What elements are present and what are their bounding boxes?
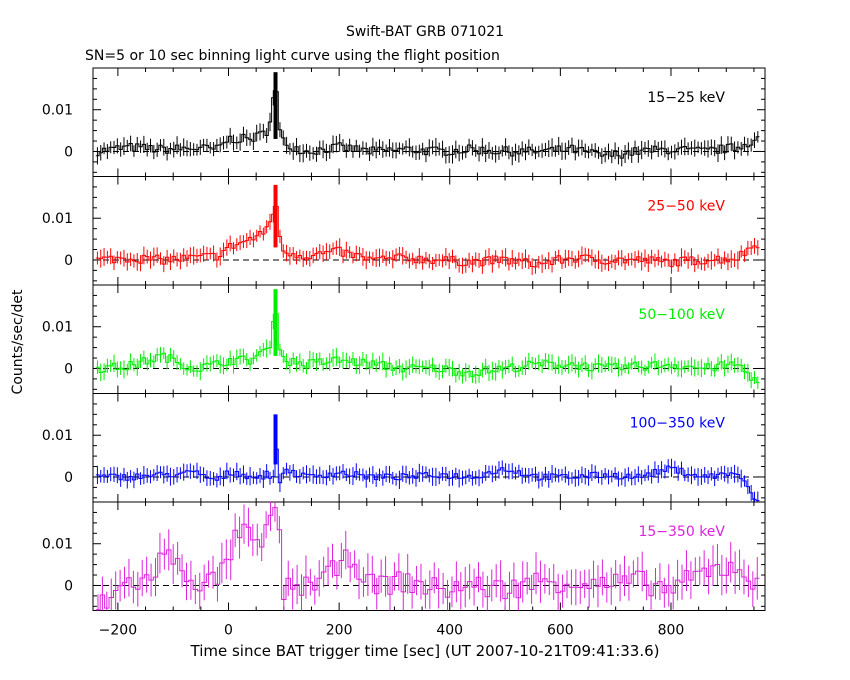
y-tick-label: 0.01 [42,320,73,336]
y-tick-label: 0 [64,253,73,269]
y-tick-label: 0 [64,144,73,160]
x-tick-label: 600 [547,623,574,639]
panel-2: 0 0.01 25−50 keV [42,176,766,286]
y-tick-label: 0.01 [42,428,73,444]
panel-frame [92,501,766,611]
x-tick-label: 0 [224,623,233,639]
x-axis-label: Time since BAT trigger time [sec] (UT 20… [190,642,660,660]
burst-peak [273,72,278,139]
band-label: 100−350 keV [630,416,726,432]
band-label: 50−100 keV [638,307,725,323]
band-label: 25−50 keV [647,199,725,215]
x-tick-label: 400 [436,623,463,639]
panel-frame [92,176,766,286]
panel-3: 0 0.01 50−100 keV [42,284,766,394]
band-label: 15−25 keV [647,90,725,106]
panel-frame [92,393,766,503]
y-tick-label: 0 [64,578,73,594]
panel-1: 0 0.01 15−25 keV [42,67,766,177]
burst-peak [273,184,278,248]
x-tick-label: 200 [326,623,353,639]
band-label: 15−350 keV [638,524,725,540]
x-tick-label: 800 [658,623,685,639]
panel-4: 0 0.01 100−350 keV [42,393,766,503]
panel-frame [92,67,766,177]
x-tick-label: −200 [99,623,137,639]
light-curve-series [95,205,760,268]
light-curve-series [95,91,760,159]
burst-peak [273,414,278,465]
light-curve-series [95,313,760,384]
light-curve-series [95,507,760,611]
y-tick-label: 0 [64,361,73,377]
y-tick-label: 0.01 [42,537,73,553]
panel-frame [92,284,766,394]
chart-subtitle: SN=5 or 10 sec binning light curve using… [85,48,500,64]
light-curve-series [95,448,760,502]
y-tick-label: 0.01 [42,103,73,119]
burst-peak [273,289,278,356]
panel-5: 0 0.01 15−350 keV −200 0 200 400 600 800 [42,501,766,639]
y-axis-label: Counts/sec/det [10,289,26,394]
chart-title: Swift-BAT GRB 071021 [346,24,504,40]
panels-group: 0 0.01 15−25 keV 0 0.01 25−50 keV 0 0.01 50−100 … [42,67,766,639]
y-tick-label: 0 [64,470,73,486]
y-tick-label: 0.01 [42,211,73,227]
